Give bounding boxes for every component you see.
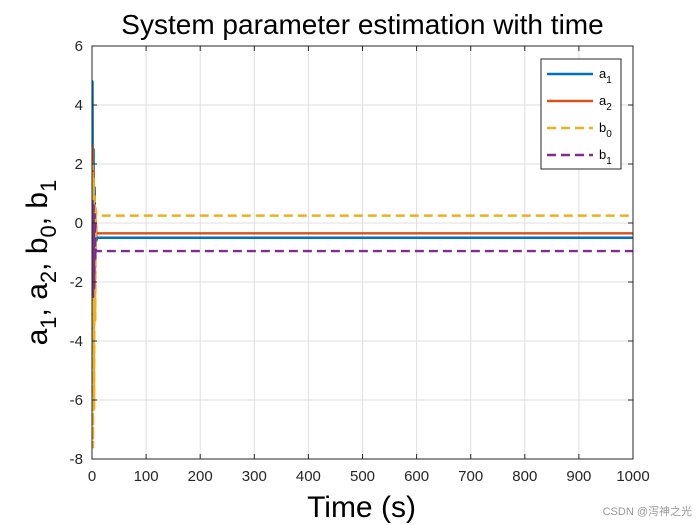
legend-label-main: a [599, 66, 607, 81]
axis-ticks: 0 100 200 300 400 500 600 700 800 900 1000-8-6-4-2… [70, 38, 650, 485]
y-tick-label: 0 [75, 215, 83, 232]
x-tick-label: 100 [134, 468, 159, 485]
y-label-subscript: 2 [36, 271, 61, 283]
x-tick-label: 400 [296, 468, 321, 485]
y-tick-label: 6 [75, 38, 83, 55]
legend-label-main: b [599, 147, 606, 162]
y-tick-label: -8 [70, 451, 83, 468]
y-tick-label: 2 [75, 156, 83, 173]
legend-label-b1: b1 [599, 147, 612, 167]
series-line-b0 [92, 162, 633, 449]
legend-label-subscript: 1 [606, 156, 612, 167]
legend-box [540, 58, 622, 170]
x-tick-label: 900 [566, 468, 591, 485]
series-group [92, 80, 633, 449]
x-tick-label: 0 [88, 468, 96, 485]
y-label-subscript: 1 [36, 180, 61, 192]
y-label-subscript: 0 [36, 225, 61, 237]
y-tick-label: -4 [70, 333, 83, 350]
legend-label-subscript: 1 [606, 75, 612, 86]
y-label-part: a [21, 328, 54, 345]
legend-label-main: a [599, 93, 607, 108]
y-label-subscript: 1 [36, 316, 61, 328]
legend-label-a1: a1 [599, 66, 612, 86]
y-tick-label: -6 [70, 392, 83, 409]
x-axis-label: Time (s) [307, 491, 416, 524]
y-label-part: a [21, 283, 54, 300]
watermark: CSDN @泻神之光 [602, 506, 692, 518]
y-label-part: b [21, 192, 54, 209]
series-line-b1 [92, 198, 633, 298]
x-tick-label: 200 [188, 468, 213, 485]
y-label-separator: , [21, 209, 54, 226]
legend-label-b0: b0 [599, 120, 612, 140]
y-label-separator: , [21, 300, 54, 317]
y-label-separator: , [21, 254, 54, 271]
legend-label-subscript: 2 [606, 102, 612, 113]
legend-label-subscript: 0 [606, 129, 612, 140]
x-tick-label: 600 [404, 468, 429, 485]
x-tick-label: 800 [512, 468, 537, 485]
y-label-part: b [21, 237, 54, 254]
grid [92, 46, 633, 459]
x-tick-label: 300 [242, 468, 267, 485]
x-tick-label: 1000 [616, 468, 649, 485]
chart-title: System parameter estimation with time [121, 9, 603, 40]
y-tick-label: 4 [75, 97, 83, 114]
legend-label-a2: a2 [599, 93, 612, 113]
x-tick-label: 700 [458, 468, 483, 485]
legend-label-main: b [599, 120, 606, 135]
y-tick-label: -2 [70, 274, 83, 291]
x-tick-label: 500 [350, 468, 375, 485]
y-axis-label: a1, a2, b0, b1 [21, 180, 61, 346]
